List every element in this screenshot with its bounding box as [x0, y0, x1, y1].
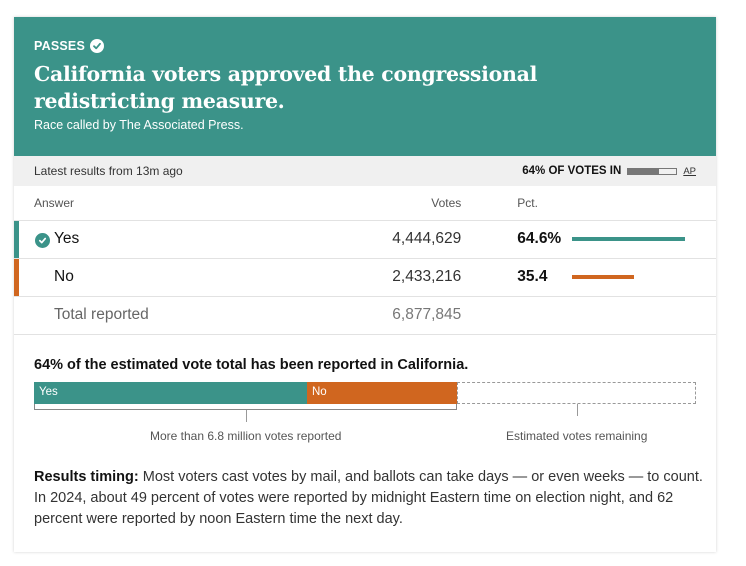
total-votes: 6,877,845 [392, 306, 462, 324]
headline: California voters approved the congressi… [34, 62, 538, 113]
race-called-note: Race called by The Associated Press. [34, 118, 244, 132]
reported-caption: More than 6.8 million votes reported [150, 429, 342, 443]
ap-source-link[interactable]: AP [683, 165, 696, 177]
latest-results-bar: Latest results from 13m ago 64% OF VOTES… [14, 156, 716, 186]
reported-tick [245, 410, 247, 422]
votes-column-header: Votes [431, 195, 462, 210]
pct-cell: 35.4 [517, 268, 548, 285]
results-card: PASSES California voters approved the co… [14, 17, 716, 552]
checkmark-icon [90, 39, 104, 53]
reported-bracket [34, 404, 457, 410]
votes-in-label: 64% OF VOTES IN [522, 165, 622, 177]
timing-label: Results timing: [34, 469, 139, 485]
pct-bar-yes [572, 237, 686, 241]
table-header-row: Answer Votes Pct. [14, 186, 716, 220]
pct-bar-cell [566, 220, 716, 258]
winner-check-icon [35, 232, 50, 248]
timing-text: Most voters cast votes by mail, and ball… [34, 469, 703, 527]
votes-in-progress-fill [628, 168, 660, 174]
status-label: PASSES [34, 39, 85, 53]
no-color-marker [14, 258, 19, 296]
reported-title: 64% of the estimated vote total has been… [34, 357, 469, 373]
total-pct-cell [462, 296, 566, 334]
answer-label: Yes [54, 230, 80, 247]
answer-column-header: Answer [34, 195, 75, 210]
reported-section: 64% of the estimated vote total has been… [14, 334, 716, 551]
votes-in-progress-bar [627, 167, 678, 175]
votes-cell: 4,444,629 [392, 230, 462, 247]
reported-vote-bar: Yes No [34, 382, 696, 422]
result-row-no: No 2,433,216 35.4 [14, 258, 716, 296]
result-header: PASSES California voters approved the co… [14, 17, 716, 156]
votes-in-indicator: 64% OF VOTES IN AP [522, 165, 696, 177]
pct-cell: 64.6% [517, 230, 562, 247]
result-row-yes: Yes 4,444,629 64.6% [14, 220, 716, 258]
total-label: Total reported [54, 306, 149, 324]
results-table: Answer Votes Pct. Yes 4,444,629 64.6% No [14, 186, 716, 334]
pct-column-header: Pct. [517, 195, 538, 210]
bar-column-header [566, 186, 716, 220]
status-badge: PASSES [34, 39, 104, 53]
yes-color-marker [14, 220, 19, 258]
pct-bar-no [572, 275, 635, 279]
total-bar-cell [566, 296, 716, 334]
remaining-votes-segment [457, 382, 696, 404]
votes-cell: 2,433,216 [392, 268, 462, 285]
answer-cell: Yes [14, 220, 160, 258]
results-timing-note: Results timing: Most voters cast votes b… [34, 467, 704, 530]
latest-results-time: Latest results from 13m ago [34, 164, 183, 178]
pct-bar-cell [566, 258, 716, 296]
answer-label: No [54, 268, 74, 285]
answer-cell: No [14, 258, 160, 296]
remaining-caption: Estimated votes remaining [506, 429, 648, 443]
total-row: Total reported 6,877,845 [14, 296, 716, 334]
reported-no-segment: No [307, 382, 457, 404]
reported-yes-segment: Yes [34, 382, 307, 404]
remaining-tick [576, 404, 578, 416]
